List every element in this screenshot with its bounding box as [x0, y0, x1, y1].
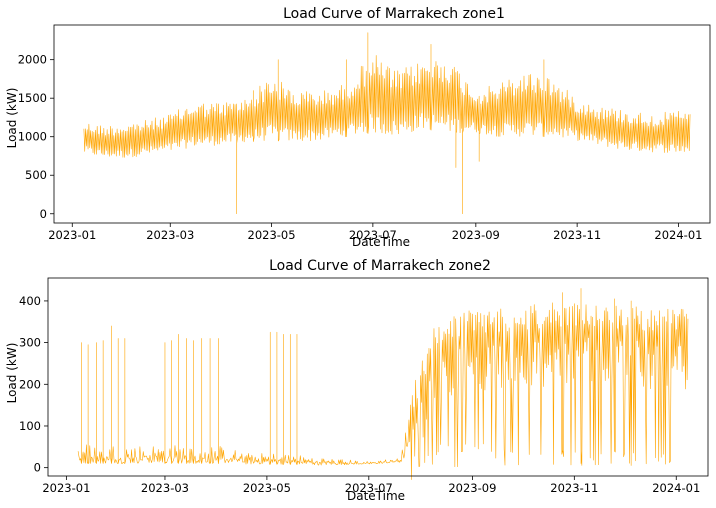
x-tick-label: 2023-11 [550, 481, 598, 495]
x-tick-label: 2023-03 [141, 481, 189, 495]
subplot-zone2: Load Curve of Marrakech zone2 Load (kW) … [5, 258, 709, 503]
chart-title-zone2: Load Curve of Marrakech zone2 [269, 258, 491, 274]
series-line-zone2 [77, 288, 689, 480]
x-axis-label-zone1: DateTime [352, 235, 410, 249]
y-tick-label: 1000 [18, 130, 47, 144]
x-tick-label: 2023-09 [448, 481, 496, 495]
x-tick-label: 2023-07 [349, 228, 397, 242]
x-tick-label: 2023-01 [42, 481, 90, 495]
y-axis-label-zone1: Load (kW) [5, 88, 19, 149]
chart-title-zone1: Load Curve of Marrakech zone1 [283, 6, 505, 22]
x-tick-label: 2023-05 [248, 228, 296, 242]
x-tick-label: 2023-07 [345, 481, 393, 495]
x-tick-label: 2024-01 [654, 228, 702, 242]
x-tick-label: 2024-01 [652, 481, 700, 495]
y-tick-label: 200 [19, 377, 41, 391]
x-tick-label: 2023-05 [243, 481, 291, 495]
x-tick-label: 2023-01 [48, 228, 96, 242]
x-axis-label-zone2: DateTime [347, 489, 405, 503]
y-tick-label: 100 [19, 419, 41, 433]
y-tick-label: 0 [34, 461, 41, 475]
plot-frame-zone1 [53, 24, 711, 224]
ticks-zone2: 2023-01 2023-03 2023-05 2023-07 2023-09 2023-… [19, 294, 700, 495]
y-tick-label: 300 [19, 336, 41, 350]
series-line-zone1 [83, 32, 691, 215]
x-tick-label: 2023-03 [146, 228, 194, 242]
y-tick-label: 1500 [18, 91, 47, 105]
x-tick-label: 2023-09 [452, 228, 500, 242]
y-tick-label: 2000 [18, 53, 47, 67]
ticks-zone1: 2023-01 2023-03 2023-05 2023-07 2023-09 2023-… [18, 53, 703, 242]
y-axis-label-zone2: Load (kW) [5, 343, 19, 404]
plot-frame-zone2 [47, 277, 709, 477]
y-tick-label: 0 [40, 207, 47, 221]
x-tick-label: 2023-11 [553, 228, 601, 242]
y-tick-label: 500 [25, 168, 47, 182]
y-tick-label: 400 [19, 294, 41, 308]
subplot-zone1: Load Curve of Marrakech zone1 Load (kW) … [5, 6, 711, 249]
